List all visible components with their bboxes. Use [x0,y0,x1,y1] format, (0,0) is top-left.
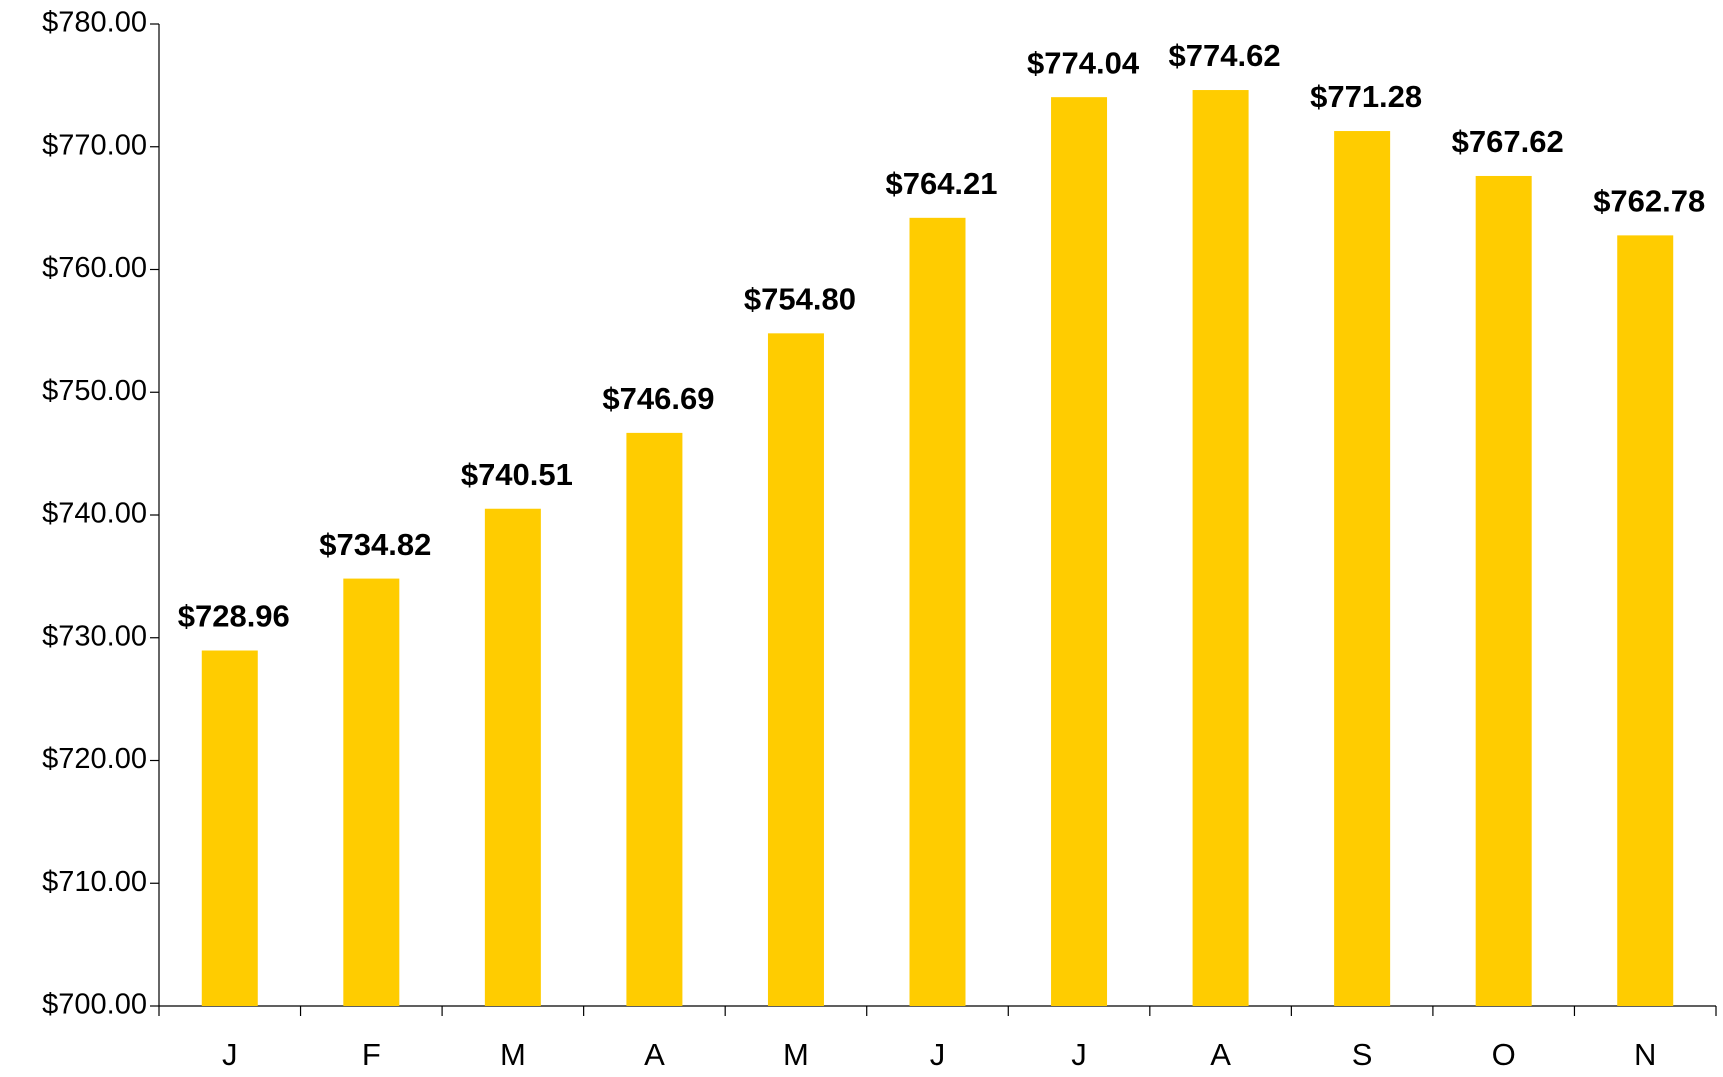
value-label: $774.62 [1169,38,1281,73]
value-label: $740.51 [461,457,573,492]
bar [201,650,258,1006]
value-label: $734.82 [319,527,431,562]
bar [909,217,966,1006]
value-label: $771.28 [1310,79,1422,114]
value-label: $767.62 [1452,124,1564,159]
bar [1192,90,1249,1007]
y-tick-label: $780.00 [42,7,147,39]
x-tick-label: O [1492,1037,1516,1072]
x-tick-label: S [1352,1037,1373,1072]
value-label: $774.04 [1027,45,1140,80]
bar [626,432,683,1006]
bar [1334,131,1391,1007]
bar [1475,175,1532,1007]
bar [1051,97,1108,1006]
y-tick-label: $730.00 [42,620,147,652]
bar [484,508,541,1006]
x-tick-label: J [1071,1037,1087,1072]
x-tick-label: A [1210,1037,1231,1072]
value-label: $746.69 [602,381,714,416]
value-label: $728.96 [178,599,290,634]
x-tick-label: M [500,1037,526,1072]
bar [767,333,824,1007]
x-tick-label: F [362,1037,381,1072]
y-tick-label: $750.00 [42,375,147,407]
y-tick-label: $760.00 [42,252,147,284]
x-tick-label: J [222,1037,238,1072]
value-label: $754.80 [744,282,856,317]
y-tick-label: $700.00 [42,989,147,1021]
value-label: $762.78 [1593,184,1705,219]
x-tick-label: N [1634,1037,1656,1072]
x-tick-label: J [930,1037,946,1072]
y-tick-label: $710.00 [42,866,147,898]
bar [343,578,400,1006]
y-tick-label: $720.00 [42,743,147,775]
bar [1617,235,1674,1007]
x-tick-label: A [644,1037,665,1072]
value-label: $764.21 [885,166,997,201]
y-tick-label: $740.00 [42,498,147,530]
y-tick-label: $770.00 [42,129,147,161]
x-tick-label: M [783,1037,809,1072]
